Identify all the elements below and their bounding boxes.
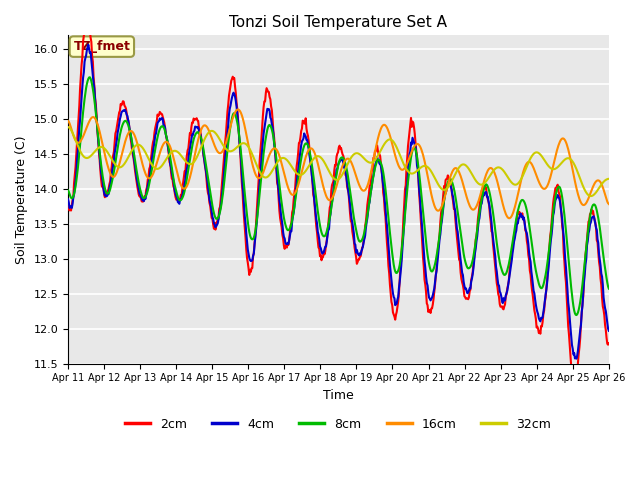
Y-axis label: Soil Temperature (C): Soil Temperature (C) (15, 135, 28, 264)
Title: Tonzi Soil Temperature Set A: Tonzi Soil Temperature Set A (229, 15, 447, 30)
Text: TZ_fmet: TZ_fmet (74, 40, 131, 53)
Legend: 2cm, 4cm, 8cm, 16cm, 32cm: 2cm, 4cm, 8cm, 16cm, 32cm (120, 413, 556, 436)
X-axis label: Time: Time (323, 389, 354, 402)
